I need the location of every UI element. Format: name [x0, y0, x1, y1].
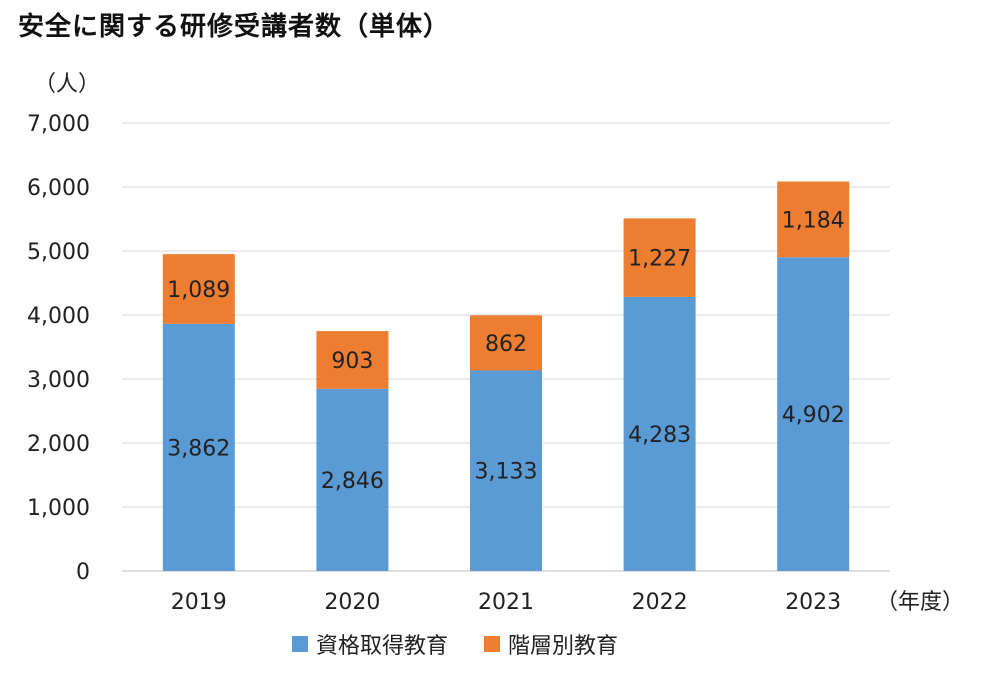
bar-qualification-2022: [623, 296, 696, 571]
legend-label-tiered: 階層別教育: [508, 634, 619, 659]
y-tick-label: 4,000: [27, 304, 90, 329]
bar-tiered-2020: [316, 331, 389, 389]
bar-tiered-2021: [470, 315, 542, 371]
legend-item-qualification: 資格取得教育: [292, 628, 448, 660]
data-label: 1,089: [167, 278, 230, 303]
y-tick-label: 2,000: [27, 432, 90, 457]
data-label: 1,184: [782, 208, 845, 233]
legend-label-qualification: 資格取得教育: [316, 634, 449, 659]
y-tick-label: 6,000: [27, 176, 90, 201]
chart-title: 安全に関する研修受講者数（単体）: [18, 12, 451, 42]
data-label: 1,227: [628, 247, 691, 272]
bar-qualification-2021: [470, 370, 542, 571]
bar-qualification-2023: [777, 257, 850, 571]
y-tick-label: 3,000: [27, 368, 90, 393]
x-tick-label: 2021: [478, 590, 534, 615]
data-label: 4,902: [782, 403, 845, 428]
x-tick-label: 2023: [785, 590, 841, 615]
y-axis-unit-label: （人）: [34, 72, 101, 97]
data-label: 3,862: [167, 436, 230, 461]
bar-qualification-2020: [316, 388, 389, 571]
data-label: 862: [485, 332, 527, 357]
y-tick-label: 5,000: [27, 240, 90, 265]
data-label: 4,283: [628, 423, 691, 448]
bar-qualification-2019: [162, 323, 235, 571]
y-tick-label: 1,000: [27, 496, 90, 521]
data-label: 2,846: [321, 469, 384, 494]
legend: 資格取得教育 階層別教育: [292, 628, 618, 660]
y-tick-label: 7,000: [27, 112, 90, 137]
x-tick-label: 2019: [171, 590, 227, 615]
data-label: 3,133: [475, 460, 538, 485]
x-tick-label: 2022: [632, 590, 688, 615]
y-tick-label: 0: [76, 560, 90, 585]
legend-swatch-qualification: [292, 636, 308, 652]
x-axis-unit-label: （年度）: [876, 590, 965, 615]
bar-tiered-2019: [162, 254, 235, 324]
legend-item-tiered: 階層別教育: [484, 628, 618, 660]
data-label: 903: [331, 349, 373, 374]
bar-tiered-2022: [623, 218, 696, 297]
legend-swatch-tiered: [484, 636, 501, 652]
x-tick-label: 2020: [324, 590, 380, 615]
bar-tiered-2023: [777, 181, 850, 258]
